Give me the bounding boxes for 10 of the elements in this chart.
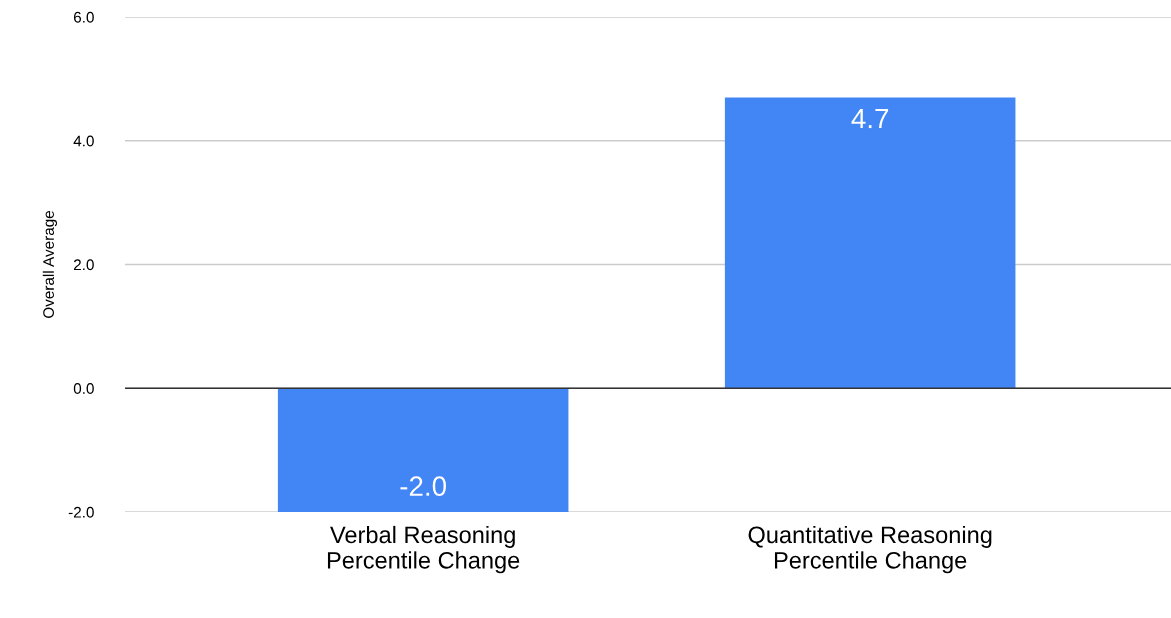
y-tick-label: 6.0	[73, 11, 94, 23]
data-label: -2.0	[400, 476, 446, 496]
y-tick-label: -2.0	[68, 506, 94, 518]
y-tick-label: 4.0	[73, 135, 94, 147]
data-label: 4.7	[851, 108, 889, 129]
y-tick-label: 2.0	[73, 259, 94, 271]
x-tick-label: Quantitative Reasoning Percentile Change	[748, 525, 992, 574]
y-axis-title: Overall Average	[42, 210, 58, 318]
y-tick-label: 0.0	[73, 383, 94, 394]
x-tick-label: Verbal Reasoning Percentile Change	[327, 525, 520, 574]
